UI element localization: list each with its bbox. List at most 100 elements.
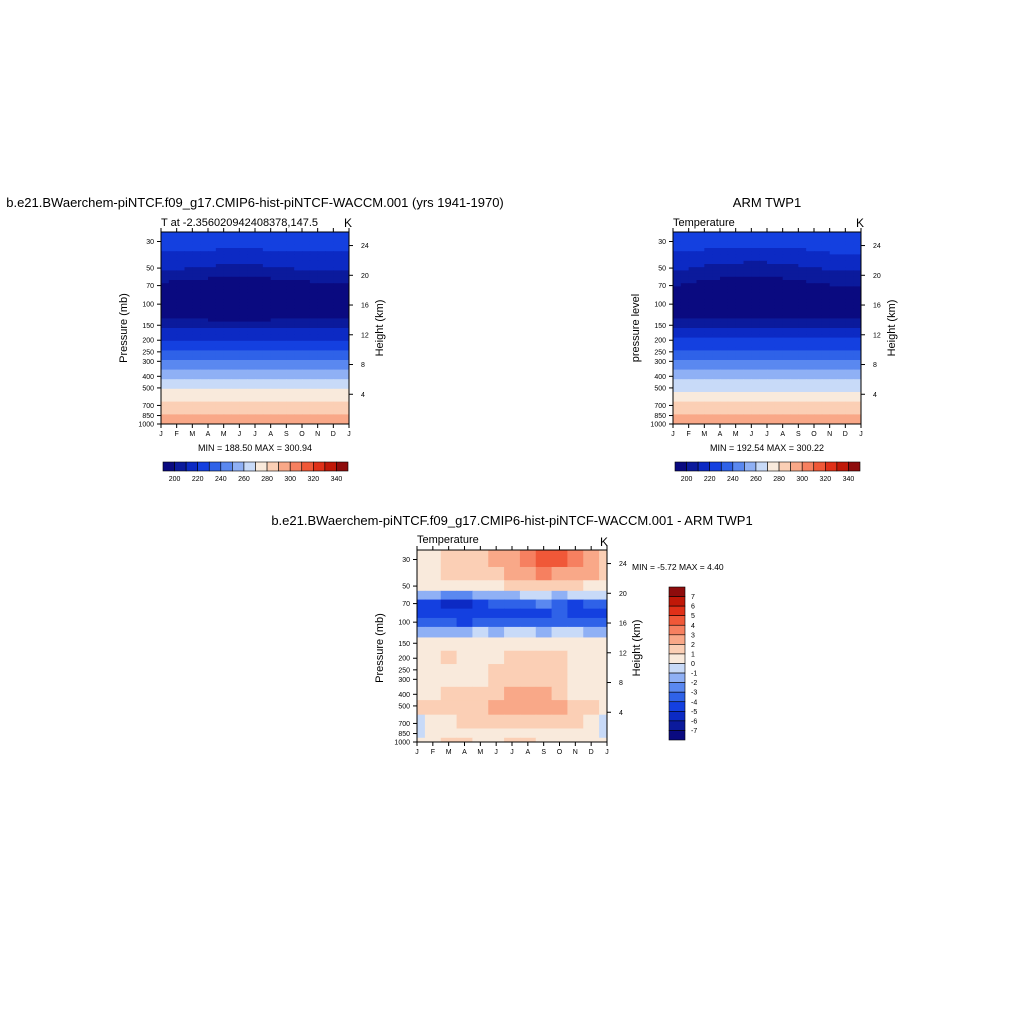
colorbar-box: [709, 461, 722, 472]
contour-cell: [837, 286, 846, 291]
contour-cell: [837, 356, 846, 361]
contour-cell: [751, 401, 760, 406]
contour-cell: [294, 248, 303, 252]
contour-cell: [247, 408, 256, 412]
contour-cell: [255, 392, 264, 396]
contour-cell: [845, 344, 854, 348]
contour-cell: [704, 308, 713, 313]
contour-cell: [782, 264, 791, 268]
contour-cell: [424, 737, 442, 743]
contour-cell: [743, 420, 752, 425]
contour-cell: [341, 289, 350, 294]
contour-cell: [712, 305, 721, 310]
contour-cell: [837, 276, 846, 281]
contour-cell: [673, 257, 682, 262]
contour-cell: [168, 276, 178, 281]
contour-cell: [704, 286, 713, 291]
contour-cell: [727, 382, 737, 387]
contour-cell: [814, 248, 823, 252]
contour-cell: [168, 404, 178, 409]
contour-cell: [829, 420, 838, 425]
contour-cell: [286, 414, 295, 419]
contour-cell: [161, 257, 170, 262]
contour-cell: [782, 414, 791, 419]
contour-cell: [759, 312, 768, 316]
contour-cell: [743, 363, 752, 367]
contour-cell: [774, 305, 784, 310]
contour-cell: [286, 267, 295, 271]
contour-cell: [231, 273, 240, 278]
contour-cell: [519, 650, 537, 665]
contour-cell: [208, 414, 217, 419]
contour-cell: [688, 270, 697, 275]
contour-cell: [837, 308, 846, 313]
contour-cell: [688, 382, 697, 387]
contour-cell: [176, 414, 185, 419]
contour-cell: [223, 414, 232, 419]
contour-cell: [814, 404, 823, 409]
contour-cell: [759, 417, 768, 422]
contour-cell: [208, 382, 217, 387]
contour-cell: [270, 305, 279, 310]
contour-cell: [208, 299, 217, 303]
contour-cell: [806, 289, 815, 294]
contour-cell: [325, 270, 334, 275]
contour-cell: [845, 251, 854, 255]
contour-cell: [239, 366, 248, 371]
contour-cell: [743, 286, 752, 291]
contour-cell: [845, 302, 854, 307]
contour-cell: [270, 292, 279, 297]
contour-cell: [302, 347, 311, 351]
contour-cell: [774, 292, 784, 297]
contour-cell: [720, 273, 729, 278]
contour-cell: [551, 650, 568, 665]
contour-cell: [829, 283, 838, 287]
contour-cell: [704, 395, 713, 399]
contour-cell: [853, 232, 862, 236]
contour-cell: [278, 283, 287, 287]
contour-cell: [704, 404, 713, 409]
contour-cell: [239, 232, 248, 236]
contour-cell: [845, 376, 854, 380]
contour-cell: [829, 257, 838, 262]
contour-cell: [309, 417, 319, 422]
colorbar-box: [243, 461, 256, 472]
contour-cell: [309, 232, 319, 236]
contour-cell: [790, 280, 799, 284]
contour-cell: [735, 331, 744, 335]
contour-cell: [247, 401, 256, 406]
contour-cell: [247, 264, 256, 268]
contour-cell: [176, 328, 185, 332]
contour-cell: [743, 270, 752, 275]
contour-cell: [192, 414, 201, 419]
contour-cell: [184, 411, 193, 415]
contour-cell: [294, 289, 303, 294]
contour-cell: [735, 260, 744, 265]
contour-cell: [255, 305, 264, 310]
contour-cell: [743, 369, 752, 374]
contour-cell: [829, 411, 838, 415]
contour-cell: [829, 308, 838, 313]
contour-cell: [215, 305, 225, 310]
contour-cell: [317, 292, 326, 297]
contour-cell: [192, 267, 201, 271]
contour-cell: [341, 299, 350, 303]
contour-cell: [215, 369, 225, 374]
contour-cell: [247, 299, 256, 303]
contour-cell: [215, 292, 225, 297]
contour-cell: [720, 401, 729, 406]
contour-cell: [215, 417, 225, 422]
contour-cell: [712, 296, 721, 300]
contour-cell: [759, 420, 768, 425]
contour-cell: [255, 331, 264, 335]
contour-cell: [704, 292, 713, 297]
contour-cell: [735, 280, 744, 284]
contour-cell: [286, 260, 295, 265]
contour-cell: [751, 270, 760, 275]
contour-cell: [262, 241, 272, 246]
contour-cell: [774, 369, 784, 374]
y-tick-label: 700: [142, 403, 154, 410]
contour-cell: [262, 353, 272, 358]
contour-cell: [247, 331, 256, 335]
contour-cell: [309, 238, 319, 243]
